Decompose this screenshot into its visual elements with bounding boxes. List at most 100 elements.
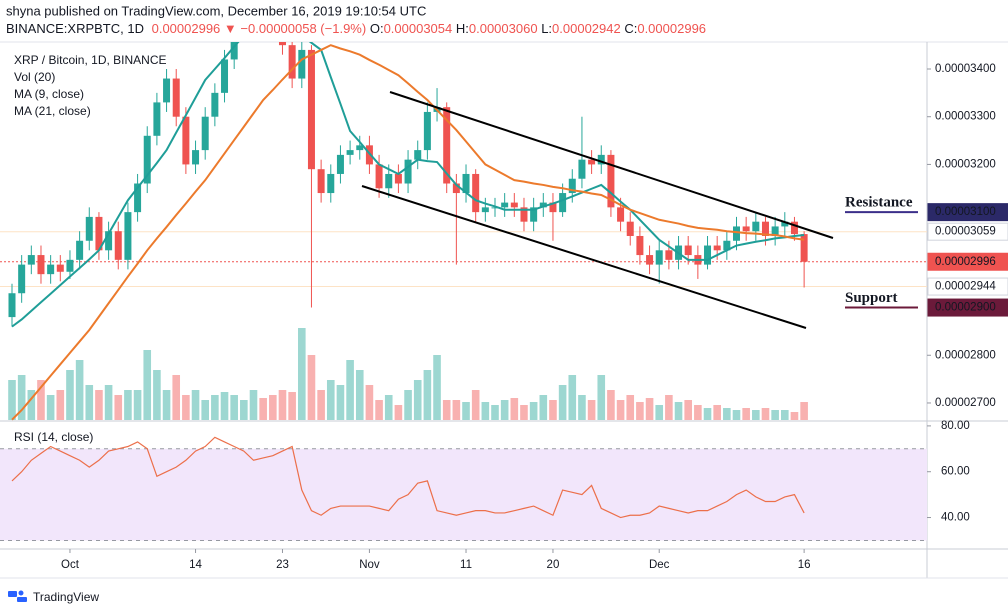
candle-body [597, 154, 605, 165]
volume-bar [558, 385, 567, 420]
volume-bar [162, 390, 171, 420]
trendline [389, 91, 834, 239]
volume-bar [684, 400, 692, 420]
annotation-label: Support [845, 290, 898, 306]
volume-bar [394, 405, 403, 420]
volume-bar [771, 410, 779, 420]
price-tag-label: 0.00002996 [935, 256, 996, 268]
candle-body [423, 111, 431, 151]
volume-bar [27, 390, 36, 420]
volume-bar [520, 405, 528, 420]
volume-bar [288, 392, 296, 420]
volume-bar [404, 390, 412, 420]
volume-bar [636, 402, 644, 420]
volume-bar [46, 395, 55, 420]
candle-body [742, 226, 750, 232]
price-tag [927, 277, 1008, 296]
candle-body [568, 178, 576, 194]
legend-entry: Vol (20) [14, 70, 55, 84]
candle-body [472, 173, 480, 213]
change: −0.00000058 (−1.9%) [240, 21, 366, 36]
candle-body [646, 255, 654, 265]
price-tag-label: 0.00003100 [935, 206, 996, 218]
candle-body [394, 173, 402, 184]
ohlc-value: 0.00002996 [637, 21, 706, 36]
candle-body [37, 255, 45, 275]
volume-bar [713, 405, 721, 420]
candle-body [385, 173, 393, 189]
moving-average [11, 42, 805, 328]
volume-bar [655, 405, 664, 420]
volume-bar [423, 370, 432, 420]
trendline [361, 185, 807, 329]
volume-bar [220, 392, 229, 420]
price-tag [927, 222, 1008, 241]
candle-body [501, 202, 509, 208]
candle-body [462, 173, 470, 194]
y-tick-label: 0.00002700 [935, 397, 996, 409]
volume-bar [481, 402, 490, 420]
candle-body [578, 159, 586, 179]
candle-body [559, 193, 567, 213]
ohlc-value: 0.00003054 [384, 21, 453, 36]
candle-body [211, 92, 219, 117]
volume-bar [645, 398, 654, 420]
candle-body [317, 169, 325, 194]
candle-body [404, 159, 412, 184]
volume-bar [800, 402, 808, 420]
rsi-tick-label: 60.00 [941, 466, 970, 478]
volume-bar [510, 398, 519, 420]
candle-body [790, 221, 798, 235]
candle-body [346, 150, 354, 155]
y-tick-label: 0.00003300 [935, 111, 996, 123]
candle-body [636, 235, 644, 256]
x-tick-label: 11 [460, 559, 472, 571]
candle-body [491, 207, 499, 209]
volume-bar [56, 390, 65, 420]
volume-bar [433, 355, 441, 420]
volume-bar [95, 390, 103, 420]
candle-body [85, 216, 93, 241]
candle-body [781, 221, 789, 227]
volume-bar [694, 405, 702, 420]
volume-bar [597, 375, 606, 420]
quote-line: BINANCE:XRPBTC, 1D 0.00002996 ▼ −0.00000… [6, 21, 706, 36]
candle-body [539, 202, 547, 208]
x-tick-label: Oct [61, 559, 80, 571]
rsi-band [0, 448, 927, 541]
volume-bar [365, 385, 374, 420]
byline: shyna published on TradingView.com, Dece… [6, 3, 426, 18]
candle-body [114, 231, 122, 260]
x-tick-label: 20 [547, 559, 560, 571]
volume-bar [442, 400, 451, 420]
candle-body [8, 293, 16, 318]
candle-body [530, 207, 538, 222]
x-tick-label: Dec [649, 559, 670, 571]
volume-bar [761, 408, 770, 420]
candle-body [704, 245, 712, 265]
candle-body [510, 202, 518, 208]
candle-body [336, 154, 344, 174]
candle-body [153, 102, 161, 136]
price-tag [927, 203, 1008, 222]
last-price: 0.00002996 [152, 21, 221, 36]
candle-body [163, 78, 171, 103]
volume-bar [452, 400, 461, 420]
volume-bar [17, 375, 26, 420]
candle-body [761, 221, 769, 236]
candle-body [307, 49, 315, 170]
candle-body [452, 183, 460, 194]
volume-bar [114, 395, 123, 420]
volume-bar [298, 328, 306, 420]
price-tag-label: 0.00002944 [935, 281, 996, 293]
candle-body [800, 234, 808, 262]
candle-body [549, 202, 557, 213]
candle-body [278, 42, 286, 46]
volume-bar [626, 395, 635, 420]
volume-bar [742, 408, 750, 420]
volume-bar [307, 355, 316, 420]
volume-bar [326, 380, 335, 420]
volume-bar [732, 410, 741, 420]
x-tick-label: 14 [189, 559, 202, 571]
